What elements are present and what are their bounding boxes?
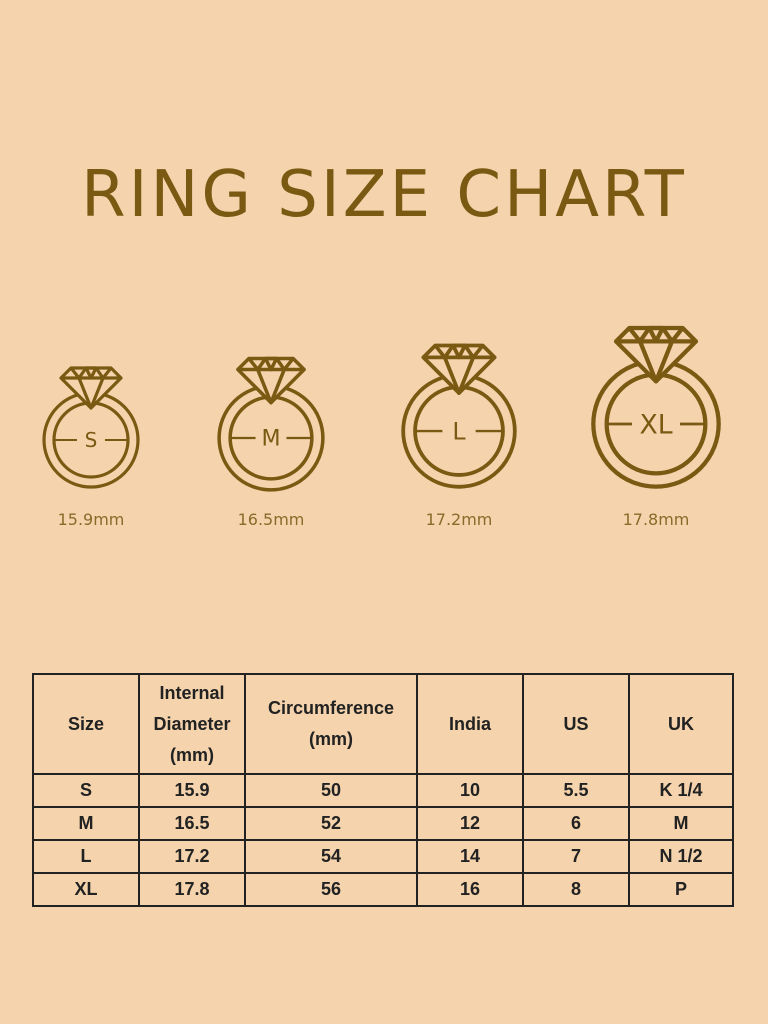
cell-diameter: 15.9: [138, 773, 246, 808]
page-title: RING SIZE CHART: [81, 158, 687, 232]
table-row: M 16.5 52 12 6 M: [32, 806, 734, 841]
table-row: XL 17.8 56 16 8 P: [32, 872, 734, 907]
size-table: Size Internal Diameter (mm) Circumferenc…: [32, 673, 734, 907]
header-uk: UK: [628, 673, 734, 775]
cell-circumference: 52: [244, 806, 418, 841]
ring-icon-xl: XL: [591, 325, 721, 489]
table-row: S 15.9 50 10 5.5 K 1/4: [32, 773, 734, 808]
table-header-row: Size Internal Diameter (mm) Circumferenc…: [32, 673, 734, 775]
cell-diameter: 17.8: [138, 872, 246, 907]
ring-icon-s: S: [42, 366, 140, 489]
diamond-icon: [421, 343, 497, 395]
ring-diameter-label: 15.9mm: [57, 510, 125, 529]
ring-diameter-label: 16.5mm: [237, 510, 305, 529]
cell-size: M: [32, 806, 140, 841]
ring-size-letter: S: [85, 428, 98, 452]
cell-us: 7: [522, 839, 630, 874]
diamond-icon: [613, 325, 699, 384]
cell-uk: N 1/2: [628, 839, 734, 874]
cell-size: S: [32, 773, 140, 808]
header-india: India: [416, 673, 524, 775]
cell-size: XL: [32, 872, 140, 907]
diamond-icon: [59, 366, 123, 410]
cell-size: L: [32, 839, 140, 874]
ring-icon-l: L: [401, 343, 517, 489]
cell-circumference: 50: [244, 773, 418, 808]
cell-us: 5.5: [522, 773, 630, 808]
header-diameter: Internal Diameter (mm): [138, 673, 246, 775]
cell-circumference: 56: [244, 872, 418, 907]
ring-size-letter: XL: [639, 409, 672, 440]
header-circumference-text: Circumference (mm): [267, 698, 395, 749]
header-us: US: [522, 673, 630, 775]
ring-size-letter: M: [261, 427, 280, 452]
header-circumference: Circumference (mm): [244, 673, 418, 775]
cell-india: 12: [416, 806, 524, 841]
ring-icon-m: M: [217, 356, 325, 492]
header-diameter-text: Internal Diameter (mm): [153, 682, 231, 765]
cell-uk: M: [628, 806, 734, 841]
cell-uk: K 1/4: [628, 773, 734, 808]
cell-diameter: 16.5: [138, 806, 246, 841]
cell-india: 16: [416, 872, 524, 907]
cell-india: 14: [416, 839, 524, 874]
cell-us: 6: [522, 806, 630, 841]
cell-diameter: 17.2: [138, 839, 246, 874]
ring-diameter-label: 17.8mm: [622, 510, 690, 529]
diamond-icon: [236, 356, 306, 405]
ring-diameter-label: 17.2mm: [425, 510, 493, 529]
cell-us: 8: [522, 872, 630, 907]
ring-size-letter: L: [452, 417, 466, 445]
cell-circumference: 54: [244, 839, 418, 874]
cell-uk: P: [628, 872, 734, 907]
cell-india: 10: [416, 773, 524, 808]
header-size: Size: [32, 673, 140, 775]
table-row: L 17.2 54 14 7 N 1/2: [32, 839, 734, 874]
